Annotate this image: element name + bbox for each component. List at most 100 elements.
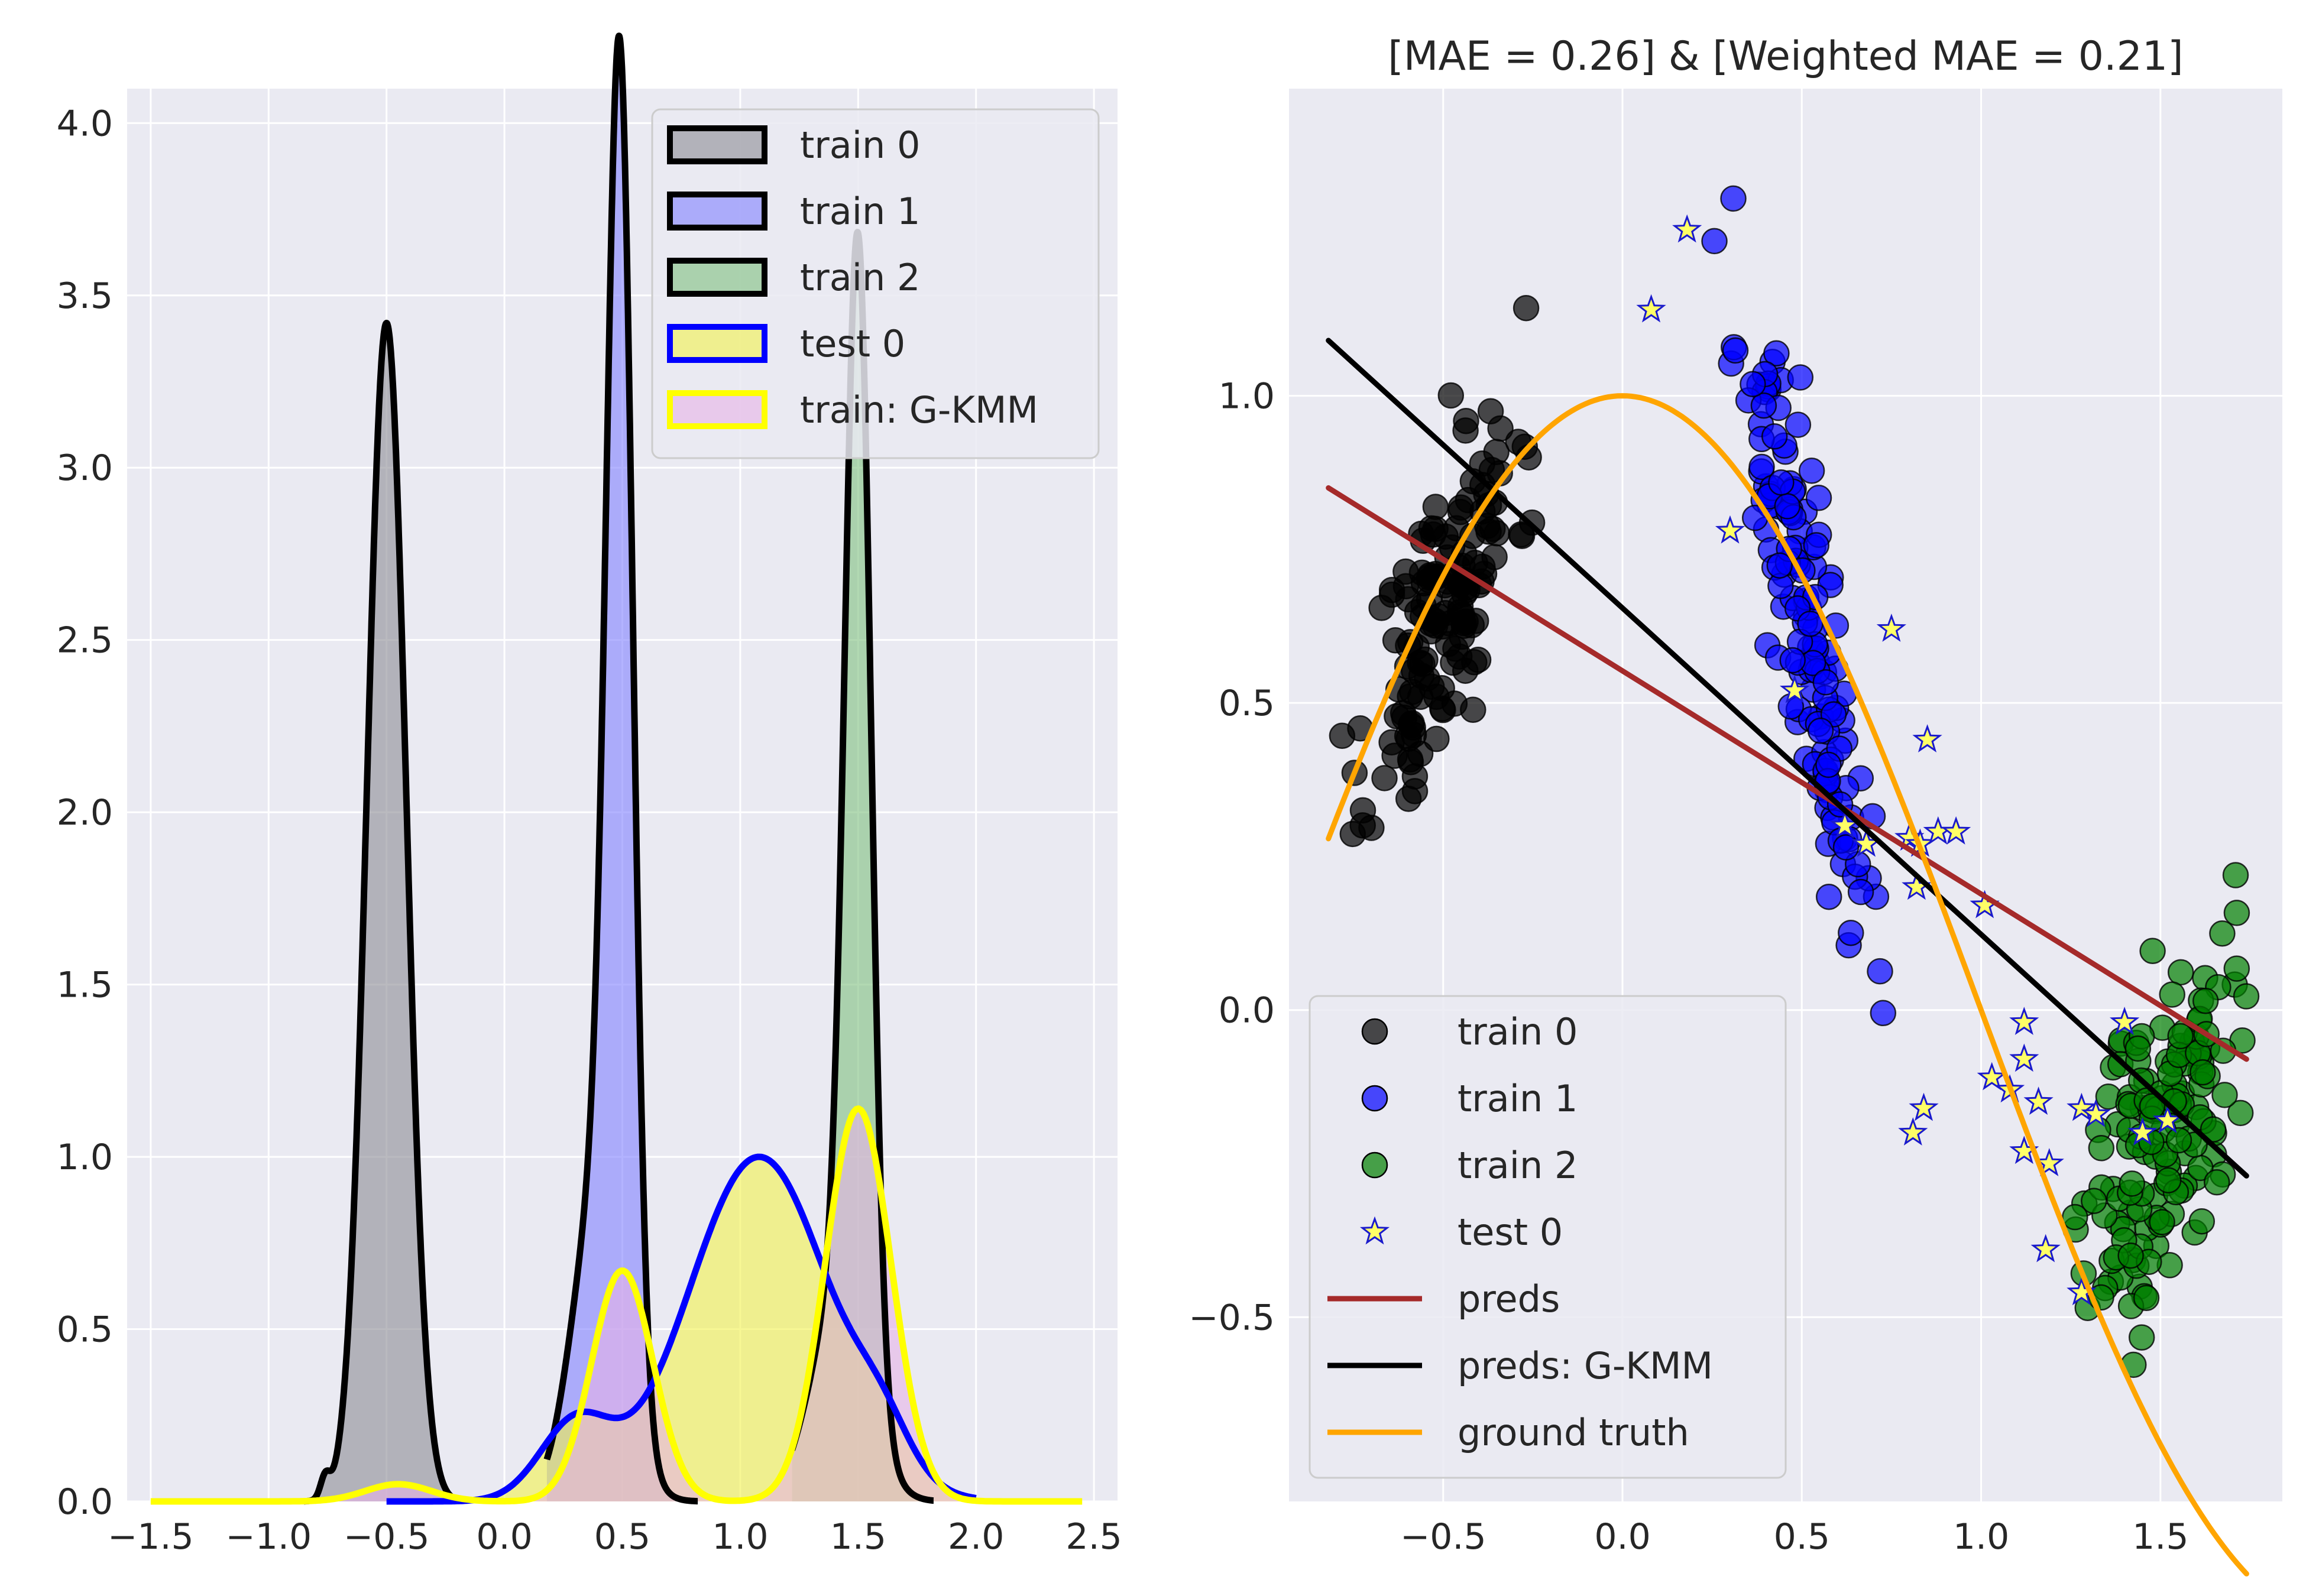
- density-x-tick-label: −1.5: [108, 1516, 194, 1558]
- scatter-point-train-1: [1722, 337, 1749, 364]
- scatter-point-train-1: [1750, 392, 1777, 419]
- scatter-point-train-1: [1838, 919, 1864, 946]
- scatter-y-tick-label: −0.5: [1188, 1297, 1275, 1338]
- scatter-point-train-2: [2192, 988, 2219, 1014]
- scatter-point-train-1: [1870, 1000, 1897, 1027]
- scatter-star-test-0: [2067, 1092, 2097, 1121]
- scatter-point-train-1: [1768, 469, 1795, 496]
- scatter-legend-label-train-0: train 0: [1458, 1010, 1578, 1053]
- scatter-point-train-0: [1423, 725, 1450, 752]
- scatter-point-train-0: [1460, 696, 1486, 724]
- scatter-point-train-1: [1805, 485, 1832, 511]
- scatter-point-train-2: [2159, 981, 2185, 1008]
- scatter-point-train-0: [1437, 382, 1465, 409]
- scatter-y-tick-label: 0.5: [1219, 683, 1275, 724]
- scatter-point-train-2: [2117, 1242, 2144, 1269]
- scatter-point-train-1: [1815, 883, 1842, 910]
- density-y-tick-label: 1.0: [57, 1137, 113, 1178]
- density-y-tick-label: 3.5: [57, 275, 113, 317]
- scatter-point-train-1: [1784, 411, 1812, 438]
- density-y-tick-label: 2.0: [57, 792, 113, 833]
- scatter-legend-label-preds-g-kmm: preds: G-KMM: [1458, 1344, 1713, 1387]
- scatter-star-test-0: [2127, 1117, 2158, 1146]
- scatter-point-train-1: [1748, 453, 1775, 481]
- scatter-point-train-0: [1329, 722, 1356, 750]
- scatter-point-train-2: [2233, 983, 2260, 1010]
- scatter-lines: [1326, 338, 2249, 1576]
- scatter-point-train-1: [1763, 340, 1790, 367]
- scatter-point-train-1: [1720, 185, 1747, 212]
- scatter-point-train-0: [1408, 662, 1435, 689]
- scatter-point-train-2: [2155, 1167, 2182, 1193]
- density-x-tick-label: 0.0: [476, 1516, 532, 1558]
- density-x-tick-label: 2.0: [948, 1516, 1004, 1558]
- density-y-tick-label: 4.0: [57, 103, 113, 144]
- scatter-point-train-2: [2222, 862, 2249, 888]
- scatter-star-test-0: [1912, 724, 1942, 752]
- scatter-legend-label-ground-truth: ground truth: [1458, 1411, 1689, 1454]
- scatter-point-train-2: [2124, 1035, 2152, 1062]
- scatter-point-train-1: [1797, 611, 1824, 637]
- scatter-star-test-0: [1977, 1062, 2007, 1091]
- scatter-star-test-0: [2152, 1105, 2183, 1134]
- scatter-line-ground-truth: [1326, 393, 2249, 1576]
- scatter-point-train-0: [1422, 494, 1449, 520]
- scatter-point-train-2: [2211, 1082, 2238, 1108]
- scatter-point-train-2: [2133, 1284, 2160, 1312]
- scatter-point-train-1: [1812, 669, 1839, 696]
- density-legend-swatch-train-0: [667, 125, 767, 164]
- scatter-star-test-0: [2009, 1007, 2039, 1035]
- scatter-point-train-2: [2190, 1059, 2216, 1086]
- scatter-point-train-2: [2062, 1204, 2088, 1231]
- density-line-train-0: [301, 319, 465, 1505]
- scatter-line-preds: [1326, 485, 2249, 1062]
- scatter-point-train-1: [1807, 718, 1834, 744]
- density-line-train-1: [543, 33, 701, 1505]
- scatter-y-tick-label: 1.0: [1219, 376, 1275, 417]
- scatter-point-train-2: [2088, 1135, 2115, 1162]
- scatter-point-train-2: [2128, 1324, 2155, 1351]
- density-fill-train-2: [792, 232, 934, 1501]
- scatter-point-train-2: [2119, 1170, 2146, 1197]
- scatter-legend-marker-test-0: [1359, 1216, 1390, 1245]
- scatter-plot: −0.5 0.0 0.5 1.0 1.5 −0.5 0.0 0.5 1.0 [MAE = 0.2…: [1188, 33, 2282, 1576]
- scatter-point-train-2: [2165, 1127, 2192, 1154]
- scatter-point-train-2: [2200, 1116, 2227, 1143]
- density-legend-swatch-train-1: [667, 192, 767, 231]
- scatter-point-train-2: [2139, 938, 2166, 965]
- scatter-star-test-0: [1909, 1092, 1939, 1121]
- scatter-point-train-0: [1395, 586, 1421, 613]
- scatter-point-train-2: [2139, 1093, 2166, 1120]
- scatter-star-test-0: [1672, 214, 1702, 243]
- density-legend-label-train-0: train 0: [800, 124, 920, 167]
- density-fill-train-0: [304, 323, 462, 1501]
- scatter-point-train-2: [2188, 1208, 2216, 1235]
- scatter-point-train-0: [1440, 649, 1466, 676]
- scatter-title: [MAE = 0.26] & [Weighted MAE = 0.21]: [1388, 33, 2183, 80]
- density-legend-label-train-g-kmm: train: G-KMM: [800, 388, 1038, 432]
- scatter-point-train-1: [1798, 458, 1825, 484]
- scatter-point-train-1: [1787, 364, 1814, 391]
- scatter-star-test-0: [1636, 294, 1666, 323]
- scatter-star-test-0: [1876, 613, 1907, 642]
- scatter-x-tick-label: 0.5: [1774, 1516, 1830, 1558]
- scatter-star-test-0: [2023, 1086, 2054, 1115]
- scatter-point-train-0: [1455, 486, 1482, 514]
- scatter-point-train-0: [1453, 407, 1479, 434]
- scatter-star-test-0: [1779, 674, 1810, 703]
- density-y-tick-label: 0.5: [57, 1309, 113, 1351]
- density-x-tick-label: 1.0: [712, 1516, 768, 1558]
- scatter-point-train-2: [2203, 1169, 2230, 1196]
- scatter-points: [1329, 185, 2260, 1378]
- density-tick-labels: −1.5 −1.0 −0.5 0.0 0.5 1.0 1.5 2.0 2.5 0.0 0.5 1.0 1…: [57, 103, 1122, 1558]
- density-x-tick-label: 2.5: [1065, 1516, 1122, 1558]
- scatter-point-train-1: [1847, 878, 1874, 906]
- density-fill-train-1: [546, 35, 698, 1501]
- scatter-point-train-1: [1803, 532, 1830, 559]
- scatter-point-train-2: [2081, 1188, 2107, 1214]
- scatter-point-train-0: [1477, 398, 1504, 424]
- scatter-star-test-0: [1898, 1117, 1928, 1146]
- scatter-star-test-0: [2081, 1098, 2111, 1127]
- scatter-point-train-0: [1465, 646, 1492, 673]
